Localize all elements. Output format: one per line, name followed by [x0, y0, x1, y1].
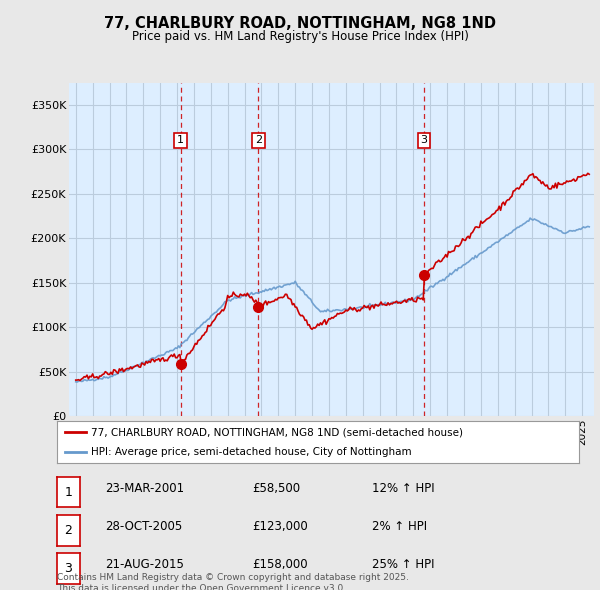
Text: 21-AUG-2015: 21-AUG-2015	[105, 558, 184, 572]
Text: 1: 1	[64, 486, 73, 499]
Text: 2% ↑ HPI: 2% ↑ HPI	[372, 520, 427, 533]
Text: £158,000: £158,000	[252, 558, 308, 572]
Text: Contains HM Land Registry data © Crown copyright and database right 2025.
This d: Contains HM Land Registry data © Crown c…	[57, 573, 409, 590]
Text: Price paid vs. HM Land Registry's House Price Index (HPI): Price paid vs. HM Land Registry's House …	[131, 30, 469, 43]
Text: £58,500: £58,500	[252, 481, 300, 495]
Text: 2: 2	[255, 135, 262, 145]
Text: 23-MAR-2001: 23-MAR-2001	[105, 481, 184, 495]
Text: 28-OCT-2005: 28-OCT-2005	[105, 520, 182, 533]
Text: 3: 3	[64, 562, 73, 575]
Text: 77, CHARLBURY ROAD, NOTTINGHAM, NG8 1ND: 77, CHARLBURY ROAD, NOTTINGHAM, NG8 1ND	[104, 16, 496, 31]
Text: £123,000: £123,000	[252, 520, 308, 533]
Text: 77, CHARLBURY ROAD, NOTTINGHAM, NG8 1ND (semi-detached house): 77, CHARLBURY ROAD, NOTTINGHAM, NG8 1ND …	[91, 427, 463, 437]
Text: 12% ↑ HPI: 12% ↑ HPI	[372, 481, 434, 495]
Text: HPI: Average price, semi-detached house, City of Nottingham: HPI: Average price, semi-detached house,…	[91, 447, 412, 457]
Text: 3: 3	[421, 135, 428, 145]
Text: 25% ↑ HPI: 25% ↑ HPI	[372, 558, 434, 572]
Text: 2: 2	[64, 524, 73, 537]
Text: 1: 1	[177, 135, 184, 145]
